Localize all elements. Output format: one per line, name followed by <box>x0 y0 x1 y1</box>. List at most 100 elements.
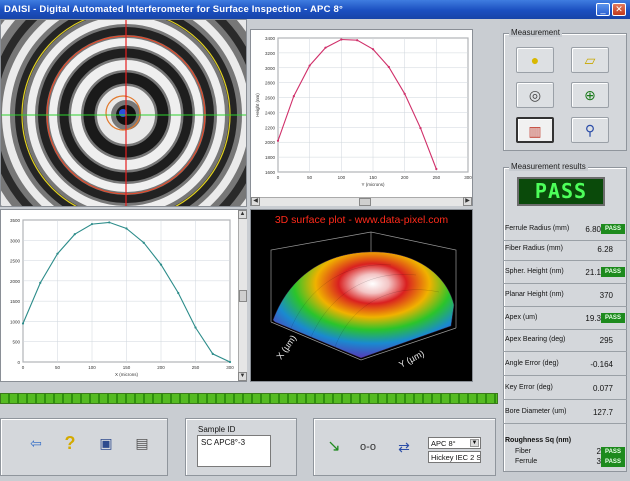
connector-select[interactable]: APC 8° ▼ <box>428 437 481 449</box>
data-point <box>340 38 343 41</box>
result-row: Ferrule Radius (mm) 6.80 PASS <box>505 222 627 242</box>
x-tick-label: 0 <box>22 365 25 370</box>
standard-select-value: Hickey IEC 2 Sm <box>431 453 481 462</box>
chart-vscrollbar[interactable]: ▲ ▼ <box>238 210 247 381</box>
measurement-group-label: Measurement <box>509 28 562 37</box>
camera-settings-icon[interactable]: ◎ <box>516 82 554 108</box>
roughness-row: Roughness Sq (nm) Fiber 2 PASS Ferrule 3… <box>505 434 627 472</box>
scroll-left-icon[interactable]: ◀ <box>251 197 260 206</box>
scroll-up-icon[interactable]: ▲ <box>238 210 247 219</box>
surface-plot-3d[interactable]: 3D surface plot - www.data-pixel.com <box>250 209 473 382</box>
row-divider <box>503 306 627 307</box>
chart-scrollbar[interactable]: ◀ ▶ <box>251 197 472 206</box>
result-value: 0.077 <box>592 384 613 393</box>
y-tick-label: 0 <box>17 360 20 365</box>
exit-icon[interactable]: ⇦ <box>30 435 42 451</box>
result-value: 127.7 <box>592 408 613 417</box>
progress-bar <box>0 393 498 404</box>
row-divider <box>503 423 627 424</box>
close-icon[interactable]: ✕ <box>612 3 626 16</box>
save-icon[interactable]: ▣ <box>99 435 113 451</box>
scroll-thumb[interactable] <box>359 198 371 206</box>
height-profile-chart: 1600 1800 2000 2200 2400 2600 2800 3000 3200 3400… <box>250 29 473 206</box>
glasses-icon[interactable]: o-o <box>360 441 376 453</box>
chevron-down-icon: ▼ <box>470 439 479 447</box>
result-label: Apex Bearing (deg) <box>505 336 566 343</box>
result-label: Key Error (deg) <box>505 384 553 391</box>
result-label: Planar Height (nm) <box>505 291 564 298</box>
row-divider <box>503 329 627 330</box>
x-tick-label: 200 <box>157 365 165 370</box>
scroll-down-icon[interactable]: ▼ <box>238 372 247 381</box>
standard-select[interactable]: Hickey IEC 2 Sm <box>428 451 481 463</box>
scroll-right-icon[interactable]: ▶ <box>463 197 472 206</box>
result-row: Bore Diameter (um) 127.7 <box>505 405 627 425</box>
data-point <box>177 291 180 295</box>
result-value: 21.1 <box>585 268 601 277</box>
surface-x-axis-label: X (µm) <box>274 333 298 361</box>
y-axis-label: Height (nm) <box>255 93 260 117</box>
minimize-icon[interactable]: _ <box>596 3 610 16</box>
x-tick-label: 150 <box>123 365 131 370</box>
probe-icon[interactable]: ↘ <box>327 438 341 455</box>
data-point <box>21 322 25 325</box>
result-row: Fiber Radius (mm) 6.28 <box>505 242 627 262</box>
x-tick-label: 150 <box>369 175 377 180</box>
swap-icon[interactable]: ⇄ <box>398 439 410 455</box>
result-value: -0.164 <box>590 360 613 369</box>
result-value: 6.28 <box>597 245 613 254</box>
help-icon[interactable]: ? <box>64 433 76 453</box>
ruler-icon[interactable]: ▱ <box>571 47 609 73</box>
y-tick-label: 2800 <box>265 81 276 86</box>
result-label: Angle Error (deg) <box>505 360 559 367</box>
row-divider <box>503 240 627 241</box>
roughness-ferrule-label: Ferrule <box>515 458 538 465</box>
y-tick-label: 1000 <box>10 319 21 324</box>
y-tick-label: 2000 <box>265 140 276 145</box>
pass-badge: PASS <box>601 313 625 323</box>
vscroll-thumb[interactable] <box>239 290 247 302</box>
roughness-label: Roughness Sq (nm) <box>505 437 572 444</box>
interferogram-view[interactable] <box>0 19 247 207</box>
row-divider <box>503 351 627 352</box>
roughness-fiber-label: Fiber <box>515 448 531 455</box>
y-tick-label: 1600 <box>265 170 276 175</box>
y-tick-label: 3400 <box>265 36 276 41</box>
report-icon[interactable]: ▤ <box>135 435 149 451</box>
result-row: Apex Bearing (deg) 295 <box>505 333 627 353</box>
row-divider <box>503 399 627 400</box>
target-icon[interactable]: ● <box>516 47 554 73</box>
data-point <box>308 64 311 67</box>
data-point <box>108 221 111 224</box>
pass-status: PASS <box>517 177 605 206</box>
data-point <box>142 241 145 244</box>
result-row: Planar Height (nm) 370 <box>505 288 627 308</box>
result-value: 370 <box>599 291 613 300</box>
data-point <box>387 65 390 69</box>
crosshair-icon[interactable]: ⊕ <box>571 82 609 108</box>
x-tick-label: 0 <box>277 175 280 180</box>
compare-icon[interactable]: ▥ <box>516 117 554 143</box>
y-tick-label: 1800 <box>265 155 276 160</box>
data-point <box>371 48 375 51</box>
result-label: Ferrule Radius (mm) <box>505 225 570 232</box>
title-bar: DAISI - Digital Automated Interferometer… <box>0 0 630 19</box>
height-profile-plot: 1600180020002200240026002800300032003400… <box>255 36 472 187</box>
roughness-fiber-badge: PASS <box>601 447 625 457</box>
data-point <box>435 167 438 171</box>
x-axis-label: Y (microns) <box>362 182 385 187</box>
data-point <box>403 92 406 95</box>
data-point <box>194 326 197 329</box>
magnifier-icon[interactable]: ⚲ <box>571 117 609 143</box>
data-point <box>73 233 76 236</box>
x-axis-label: X (microns) <box>115 372 139 377</box>
data-point <box>56 252 59 255</box>
y-tick-label: 3500 <box>10 218 21 223</box>
sample-id-input[interactable]: SC APC8°-3 <box>197 435 271 467</box>
data-point <box>125 227 128 230</box>
y-tick-label: 2400 <box>265 110 276 115</box>
data-point <box>228 360 232 364</box>
data-point <box>90 222 94 226</box>
x-tick-label: 250 <box>192 365 200 370</box>
y-tick-label: 2600 <box>265 96 276 101</box>
